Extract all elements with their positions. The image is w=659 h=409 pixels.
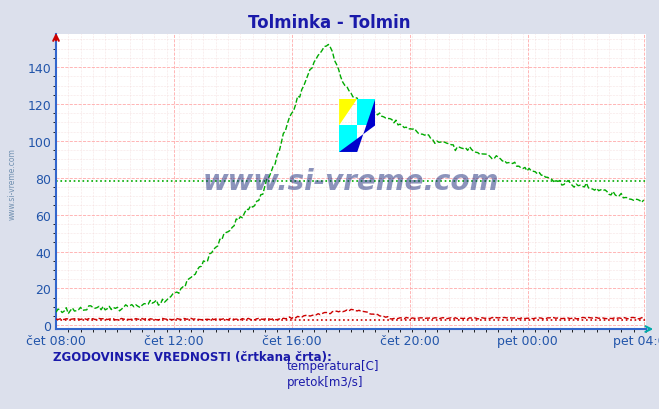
- Text: www.si-vreme.com: www.si-vreme.com: [203, 168, 499, 196]
- Text: www.si-vreme.com: www.si-vreme.com: [8, 148, 17, 220]
- Text: ZGODOVINSKE VREDNOSTI (črtkana črta):: ZGODOVINSKE VREDNOSTI (črtkana črta):: [53, 350, 331, 363]
- Polygon shape: [339, 99, 376, 153]
- Text: pretok[m3/s]: pretok[m3/s]: [287, 375, 363, 388]
- Text: temperatura[C]: temperatura[C]: [287, 360, 379, 373]
- Polygon shape: [339, 99, 357, 126]
- Text: Tolminka - Tolmin: Tolminka - Tolmin: [248, 14, 411, 32]
- Polygon shape: [339, 99, 376, 153]
